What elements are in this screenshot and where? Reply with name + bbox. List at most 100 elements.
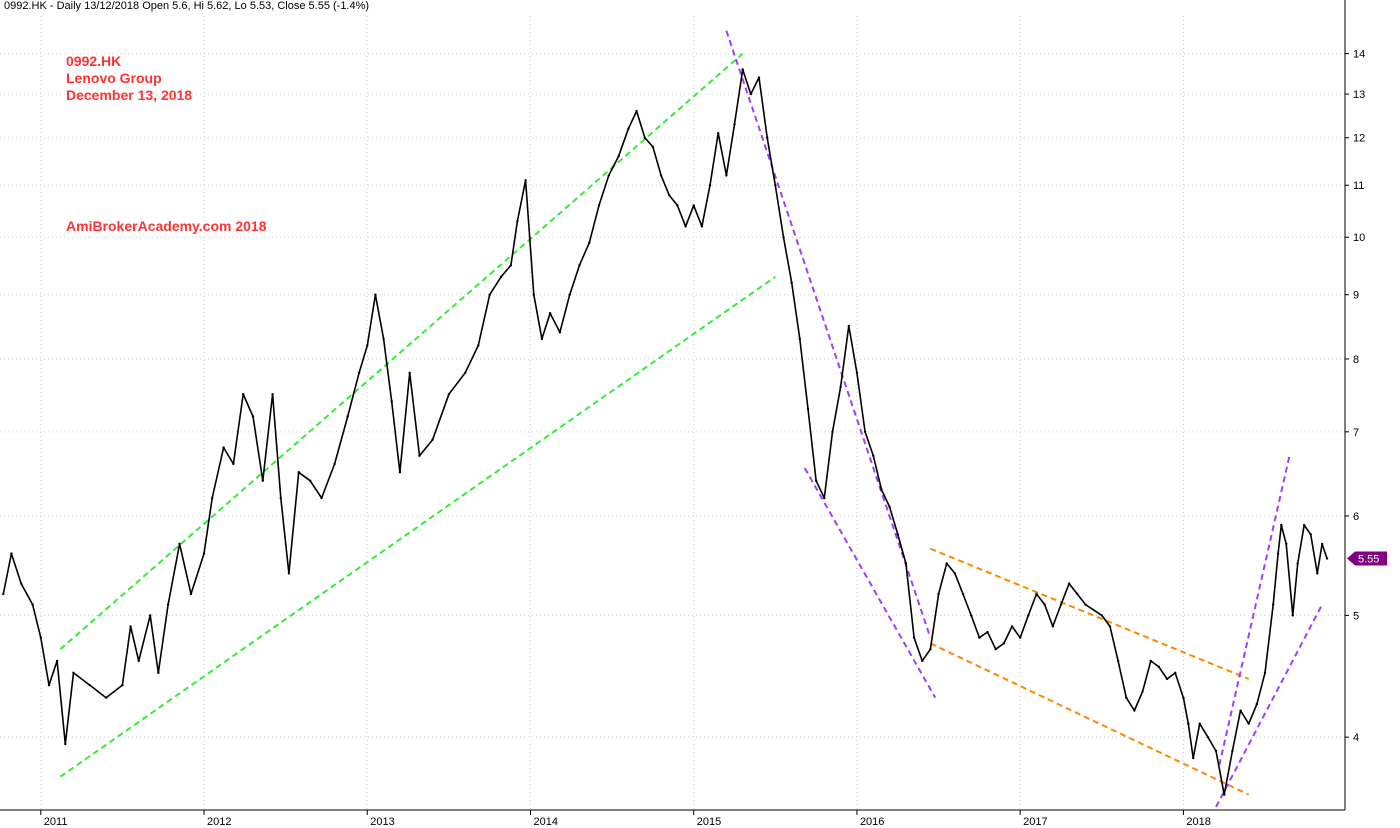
x-tick-label: 2016: [860, 816, 884, 828]
x-tick-label: 2017: [1023, 816, 1047, 828]
price-point: [708, 184, 712, 187]
price-point: [961, 592, 965, 596]
price-point: [10, 552, 13, 555]
price-point: [374, 293, 377, 296]
ticker-annotation: 0992.HK: [66, 53, 122, 69]
y-tick-label: 4: [1353, 732, 1359, 744]
price-point: [597, 204, 601, 207]
price-point: [888, 505, 891, 509]
price-point: [1231, 749, 1234, 753]
x-tick-label: 2014: [533, 816, 557, 828]
price-point: [1296, 562, 1299, 565]
price-point: [774, 184, 777, 187]
last-price-badge-shape: [1347, 551, 1387, 566]
price-point: [287, 572, 291, 575]
price-point: [904, 562, 908, 565]
price-point: [717, 132, 720, 135]
price-point: [1141, 690, 1144, 693]
source-annotation: AmiBrokerAcademy.com 2018: [66, 218, 267, 234]
price-point: [297, 471, 300, 474]
price-point: [55, 659, 59, 663]
price-point: [1165, 677, 1169, 681]
price-point: [509, 264, 513, 267]
price-point: [1309, 533, 1312, 536]
price-point: [1239, 709, 1242, 712]
price-point: [104, 696, 108, 699]
price-point: [129, 625, 132, 628]
price-point: [1051, 625, 1055, 628]
x-axis: 2011 2012 2013 2014 2015 2016 2017 2018: [0, 809, 1345, 828]
price-point: [782, 236, 785, 239]
price-point: [540, 337, 544, 341]
price-point: [568, 293, 571, 296]
trendlines: [59, 30, 1324, 808]
trendline: [803, 467, 937, 699]
trendline: [725, 30, 932, 638]
price-point: [242, 392, 245, 396]
trendline: [59, 275, 776, 778]
price-point: [814, 479, 818, 482]
price-point: [488, 293, 491, 296]
price-point: [1255, 702, 1259, 706]
price-point: [1002, 642, 1006, 645]
price-point: [20, 582, 23, 585]
trendline: [1218, 455, 1291, 766]
price-point: [357, 371, 361, 374]
price-point: [978, 636, 981, 639]
price-point: [333, 462, 336, 466]
x-tick-label: 2018: [1186, 816, 1210, 828]
price-point: [1191, 756, 1195, 760]
price-point: [839, 385, 842, 389]
y-tick-label: 8: [1353, 354, 1359, 366]
price-point: [1149, 659, 1152, 663]
price-point: [251, 415, 255, 418]
price-point: [2, 592, 5, 596]
price-point: [447, 392, 451, 396]
price-point: [1076, 592, 1079, 596]
price-point: [1187, 722, 1190, 725]
y-tick-label: 11: [1353, 180, 1364, 192]
price-point: [1010, 625, 1014, 628]
price-point: [178, 542, 181, 546]
price-point: [937, 592, 940, 596]
y-tick-label: 7: [1353, 427, 1359, 439]
price-point: [872, 454, 875, 457]
price-point: [382, 337, 385, 341]
price-point: [261, 479, 264, 482]
price-point: [1198, 722, 1201, 725]
y-tick-label: 5: [1353, 610, 1359, 622]
price-point: [588, 241, 591, 244]
price-point: [1027, 614, 1030, 617]
price-point: [790, 281, 793, 284]
price-point: [1100, 614, 1103, 617]
y-tick-label: 10: [1353, 232, 1365, 244]
trendline: [930, 547, 1250, 680]
price-point: [896, 533, 899, 536]
price-point: [558, 331, 562, 334]
price-point: [408, 371, 411, 374]
price-point: [366, 344, 369, 347]
price-point: [398, 471, 402, 474]
price-point: [166, 603, 170, 606]
price-point: [749, 92, 753, 96]
price-point: [1067, 582, 1071, 585]
price-point: [617, 155, 620, 158]
price-point: [210, 496, 214, 500]
price-point: [994, 647, 997, 651]
trendline: [59, 52, 744, 650]
price-point: [1084, 603, 1087, 606]
price-point: [477, 344, 480, 347]
price-point: [1214, 749, 1218, 753]
price-point: [499, 275, 503, 279]
price-point: [692, 204, 695, 207]
price-point: [1116, 659, 1120, 663]
price-point: [1320, 542, 1324, 546]
price-point: [643, 136, 646, 139]
price-point: [271, 392, 274, 396]
price-point: [725, 174, 728, 177]
price-point: [945, 562, 948, 565]
price-point: [659, 174, 663, 177]
price-point: [970, 614, 973, 617]
price-point: [741, 68, 744, 71]
